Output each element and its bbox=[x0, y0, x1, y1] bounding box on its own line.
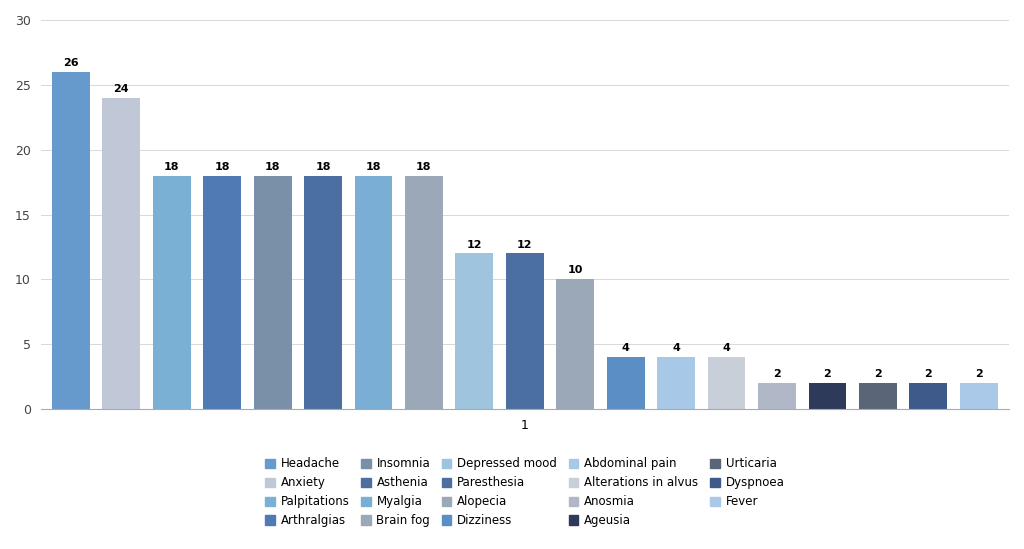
Bar bbox=[153, 176, 190, 409]
Bar bbox=[102, 98, 140, 409]
Bar bbox=[506, 254, 544, 409]
Text: 2: 2 bbox=[925, 369, 932, 379]
Bar bbox=[254, 176, 292, 409]
Bar bbox=[607, 357, 644, 409]
Text: 2: 2 bbox=[823, 369, 831, 379]
Bar bbox=[708, 357, 745, 409]
Bar bbox=[203, 176, 241, 409]
Bar bbox=[456, 254, 494, 409]
Text: 18: 18 bbox=[265, 162, 281, 172]
Text: 10: 10 bbox=[567, 266, 583, 276]
Bar bbox=[304, 176, 342, 409]
Bar bbox=[52, 72, 90, 409]
Text: 24: 24 bbox=[114, 84, 129, 94]
Text: 18: 18 bbox=[214, 162, 230, 172]
Text: 18: 18 bbox=[366, 162, 381, 172]
Legend: Headache, Anxiety, Palpitations, Arthralgias, Insomnia, Asthenia, Myalgia, Brain: Headache, Anxiety, Palpitations, Arthral… bbox=[261, 454, 788, 531]
Bar bbox=[758, 383, 796, 409]
Text: 4: 4 bbox=[723, 343, 730, 353]
Bar bbox=[406, 176, 442, 409]
Bar bbox=[909, 383, 947, 409]
Text: 12: 12 bbox=[467, 239, 482, 250]
Text: 4: 4 bbox=[672, 343, 680, 353]
Bar bbox=[657, 357, 695, 409]
Text: 18: 18 bbox=[416, 162, 432, 172]
Text: 12: 12 bbox=[517, 239, 532, 250]
Bar bbox=[959, 383, 997, 409]
Bar bbox=[809, 383, 847, 409]
Text: 2: 2 bbox=[874, 369, 882, 379]
Text: 4: 4 bbox=[622, 343, 630, 353]
Text: 18: 18 bbox=[164, 162, 179, 172]
Bar bbox=[556, 279, 594, 409]
Text: 2: 2 bbox=[975, 369, 983, 379]
Bar bbox=[354, 176, 392, 409]
Bar bbox=[859, 383, 897, 409]
Text: 26: 26 bbox=[63, 58, 79, 68]
Text: 18: 18 bbox=[315, 162, 331, 172]
Text: 2: 2 bbox=[773, 369, 781, 379]
